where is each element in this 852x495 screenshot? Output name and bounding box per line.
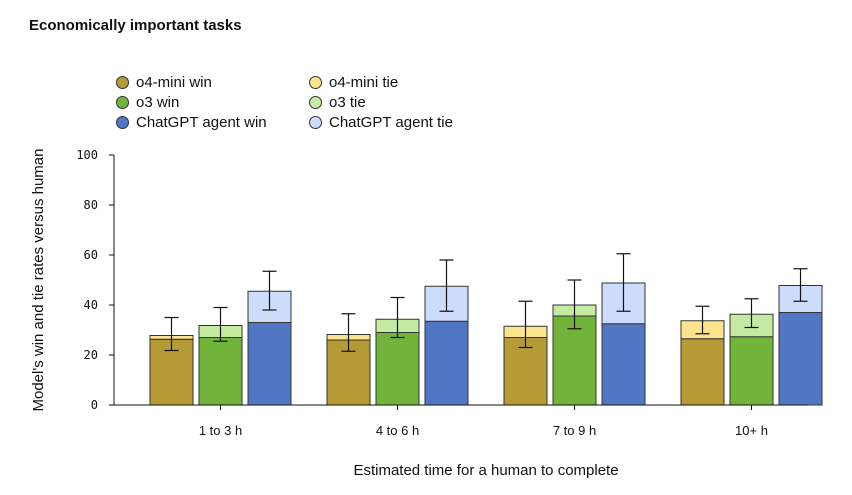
x-tick-label: 1 to 3 h <box>199 423 242 438</box>
agent-win-bar <box>424 320 469 406</box>
legend-label-o4mini-win: o4-mini win <box>136 73 212 91</box>
legend-item-o3-tie: o3 tie <box>309 92 366 112</box>
error-bars <box>164 253 808 352</box>
legend-label-agent-tie: ChatGPT agent tie <box>329 113 453 131</box>
legend-item-agent-win: ChatGPT agent win <box>116 112 267 132</box>
legend-item-o3-win: o3 win <box>116 92 179 112</box>
o4mini-tie-swatch <box>309 75 322 89</box>
agent-tie-swatch <box>309 115 322 129</box>
y-tick-label: 0 <box>91 398 98 412</box>
o3-win-bar <box>198 337 243 406</box>
x-tick-label: 4 to 6 h <box>376 423 419 438</box>
x-axis-ticks: 1 to 3 h 4 to 6 h 7 to 9 h 10+ h <box>199 405 768 438</box>
agent-win-bar <box>601 323 646 406</box>
agent-win-bar <box>247 322 292 406</box>
y-tick-label: 60 <box>84 248 98 262</box>
legend-label-o3-tie: o3 tie <box>329 93 366 111</box>
legend-label-o4mini-tie: o4-mini tie <box>329 73 399 91</box>
y-tick-label: 100 <box>76 148 98 162</box>
legend-item-o4mini-tie: o4-mini tie <box>309 72 398 92</box>
y-tick-label: 20 <box>84 348 98 362</box>
o4mini-win-swatch <box>116 75 129 89</box>
bars <box>149 282 823 406</box>
o3-tie-swatch <box>309 95 322 109</box>
y-tick-label: 80 <box>84 198 98 212</box>
legend-label-o3-win: o3 win <box>136 93 180 111</box>
x-tick-label: 7 to 9 h <box>553 423 596 438</box>
o3-win-bar <box>375 332 420 406</box>
legend-item-agent-tie: ChatGPT agent tie <box>309 112 453 132</box>
y-axis-ticks: 0 20 40 60 80 100 <box>76 148 114 412</box>
y-axis-title: Model's win and tie rates versus human <box>30 149 47 412</box>
o4mini-win-bar <box>503 337 548 406</box>
o3-win-bar <box>729 336 774 406</box>
o3-win-swatch <box>116 95 129 109</box>
y-tick-label: 40 <box>84 298 98 312</box>
x-axis-title: Estimated time for a human to complete <box>353 462 618 479</box>
o4mini-win-bar <box>680 338 725 406</box>
legend-label-agent-win: ChatGPT agent win <box>136 113 267 131</box>
agent-win-swatch <box>116 115 129 129</box>
legend-item-o4mini-win: o4-mini win <box>116 72 212 92</box>
chart-title: Economically important tasks <box>29 17 242 34</box>
x-tick-label: 10+ h <box>735 423 768 438</box>
agent-win-bar <box>778 312 823 406</box>
